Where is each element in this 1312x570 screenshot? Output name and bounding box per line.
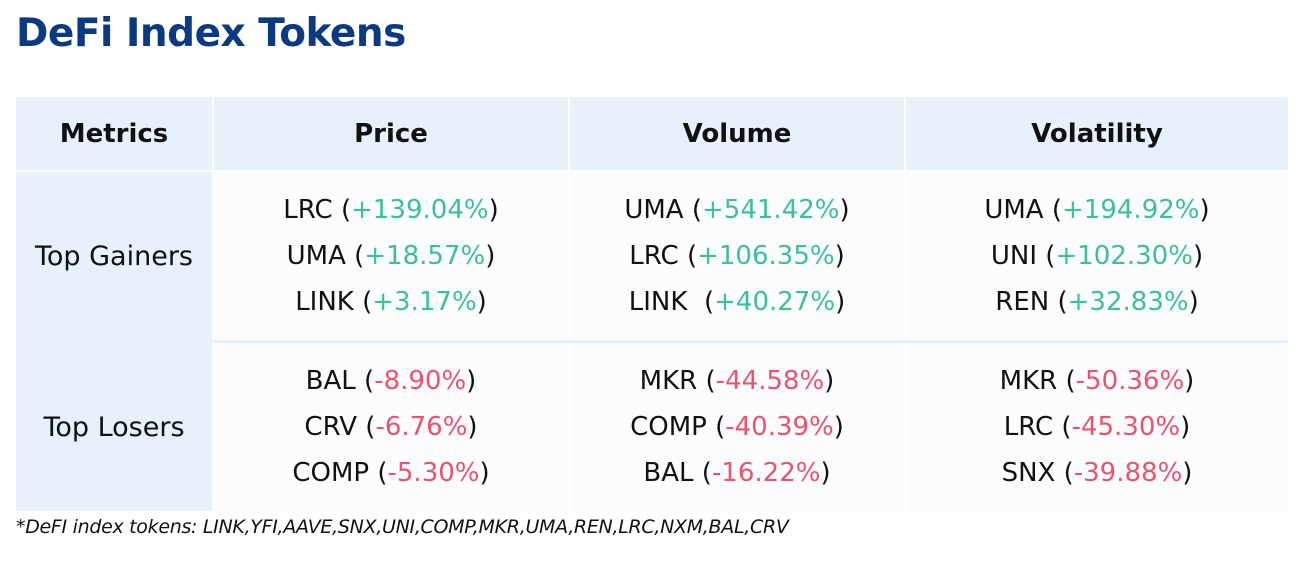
token-symbol: COMP [630, 412, 707, 442]
token-symbol: BAL [643, 458, 694, 488]
token-entry: CRV (-6.76%) [304, 412, 478, 442]
metrics-table-container: Metrics Price Volume Volatility Top Gain… [16, 97, 1288, 511]
token-symbol: COMP [292, 458, 370, 488]
table-row-top-gainers: Top Gainers LRC (+139.04%) UMA (+18.57%)… [16, 171, 1288, 343]
cell-gainers-price: LRC (+139.04%) UMA (+18.57%) LINK (+3.17… [213, 171, 570, 343]
token-entry: LINK (+40.27%) [628, 287, 846, 317]
token-entry: SNX (-39.88%) [1001, 458, 1193, 488]
change-negative: -44.58% [715, 366, 825, 396]
cell-losers-price: BAL (-8.90%) CRV (-6.76%) COMP (-5.30%) [213, 341, 570, 511]
token-entry: LRC (+139.04%) [283, 195, 499, 225]
token-entry: UMA (+194.92%) [984, 195, 1210, 225]
token-entry: UMA (+541.42%) [624, 195, 850, 225]
table-row-top-losers: Top Losers BAL (-8.90%) CRV (-6.76%) COM… [16, 341, 1288, 511]
token-symbol: REN [995, 287, 1050, 317]
token-entry: REN (+32.83%) [995, 287, 1199, 317]
cell-gainers-volatility: UMA (+194.92%) UNI (+102.30%) REN (+32.8… [905, 171, 1288, 343]
token-symbol: UMA [984, 195, 1044, 225]
header-volatility: Volatility [905, 97, 1288, 172]
change-negative: -50.36% [1075, 366, 1185, 396]
token-entry: UMA (+18.57%) [286, 241, 496, 271]
change-negative: -16.22% [711, 458, 821, 488]
change-negative: -39.88% [1073, 458, 1183, 488]
token-symbol: MKR [639, 366, 698, 396]
token-symbol: LRC [629, 241, 679, 271]
table-header-row: Metrics Price Volume Volatility [16, 97, 1288, 172]
cell-gainers-volume: UMA (+541.42%) LRC (+106.35%) LINK (+40.… [569, 171, 906, 343]
metrics-table: Metrics Price Volume Volatility Top Gain… [16, 97, 1288, 511]
token-symbol: CRV [304, 412, 358, 442]
cell-losers-volatility: MKR (-50.36%) LRC (-45.30%) SNX (-39.88%… [905, 341, 1288, 511]
row-label-top-gainers: Top Gainers [16, 171, 214, 343]
token-symbol: UMA [624, 195, 684, 225]
change-positive: +139.04% [351, 195, 489, 225]
change-positive: +32.83% [1067, 287, 1189, 317]
token-symbol: LINK [628, 287, 696, 317]
change-negative: -45.30% [1071, 412, 1181, 442]
change-positive: +106.35% [697, 241, 835, 271]
token-symbol: UNI [990, 241, 1038, 271]
footnote: *DeFI index tokens: LINK,YFI,AAVE,SNX,UN… [16, 516, 789, 538]
change-positive: +3.17% [372, 287, 477, 317]
change-positive: +102.30% [1055, 241, 1193, 271]
token-entry: LINK (+3.17%) [295, 287, 487, 317]
token-symbol: MKR [999, 366, 1058, 396]
change-negative: -6.76% [375, 412, 468, 442]
token-entry: MKR (-50.36%) [999, 366, 1195, 396]
token-symbol: UMA [286, 241, 346, 271]
token-symbol: LRC [1003, 412, 1054, 442]
token-entry: BAL (-8.90%) [305, 366, 477, 396]
token-entry: LRC (+106.35%) [629, 241, 845, 271]
token-entry: BAL (-16.22%) [643, 458, 831, 488]
token-symbol: LINK [295, 287, 354, 317]
change-negative: -5.30% [387, 458, 480, 488]
token-symbol: LRC [283, 195, 333, 225]
header-volume: Volume [569, 97, 906, 172]
token-entry: LRC (-45.30%) [1003, 412, 1191, 442]
page-title: DeFi Index Tokens [16, 11, 406, 56]
token-entry: COMP (-40.39%) [630, 412, 844, 442]
change-positive: +194.92% [1062, 195, 1200, 225]
cell-losers-volume: MKR (-44.58%) COMP (-40.39%) BAL (-16.22… [569, 341, 906, 511]
token-symbol: SNX [1001, 458, 1056, 488]
change-positive: +541.42% [702, 195, 840, 225]
change-negative: -40.39% [725, 412, 834, 442]
header-price: Price [213, 97, 570, 172]
token-entry: COMP (-5.30%) [292, 458, 490, 488]
token-entry: MKR (-44.58%) [639, 366, 835, 396]
change-negative: -8.90% [374, 366, 467, 396]
token-symbol: BAL [305, 366, 356, 396]
change-positive: +40.27% [714, 287, 836, 317]
token-entry: UNI (+102.30%) [990, 241, 1204, 271]
row-label-top-losers: Top Losers [16, 341, 214, 511]
change-positive: +18.57% [364, 241, 486, 271]
header-metrics: Metrics [16, 97, 214, 172]
